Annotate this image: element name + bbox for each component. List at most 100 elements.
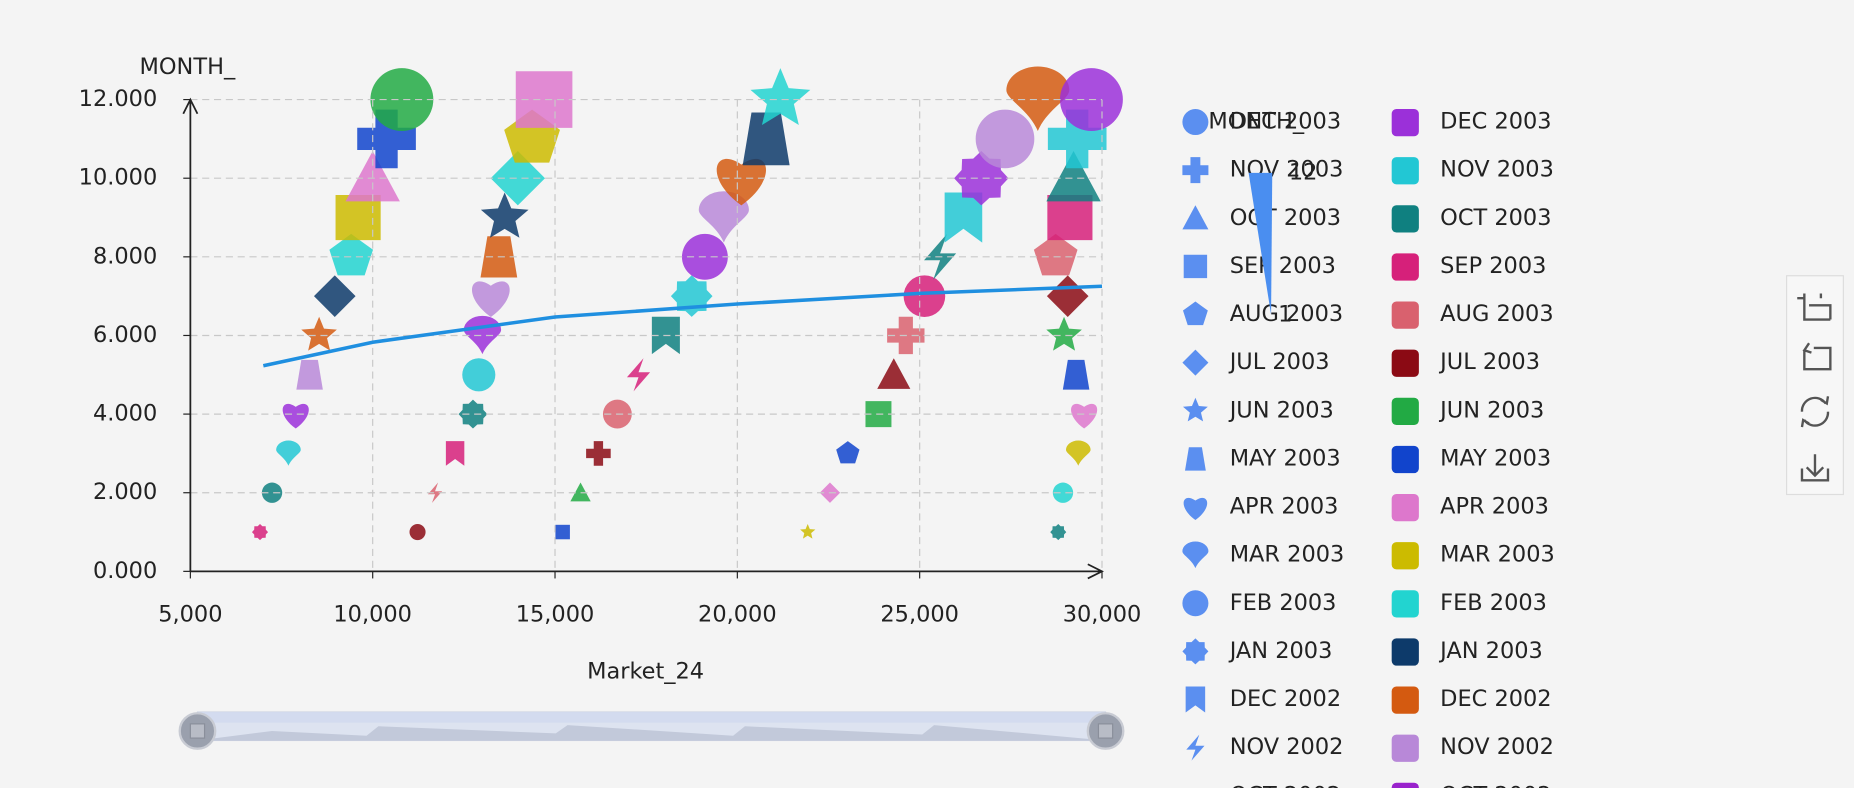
legend-symbol [1183,497,1208,521]
legend-item[interactable]: JUN 2003 [1182,397,1334,423]
legend-item[interactable]: JUN 2003 [1391,397,1545,425]
legend-label: MAY 2003 [1440,445,1551,471]
legend-item[interactable]: DEC 2003 [1391,109,1552,137]
plot [251,66,1123,541]
download-tool[interactable] [1800,454,1830,482]
legend-label: OCT 2002 [1230,782,1341,788]
legend-item[interactable]: JAN 2003 [1182,638,1332,665]
legend-label: OCT 2003 [1440,205,1551,231]
x-tick-label: 20,000 [698,602,777,628]
scatter-point [836,441,860,464]
legend-item[interactable]: MAY 2003 [1184,445,1341,471]
scatter-point [458,399,488,429]
zoom-bar[interactable] [197,712,1106,723]
scatter-point [445,441,465,466]
legend-item[interactable]: JUL 2003 [1391,349,1540,377]
scatter-point [276,440,301,466]
y-tick-label: 10.000 [79,165,158,191]
legend-item[interactable]: JAN 2003 [1391,638,1543,666]
scatter-point [427,482,443,503]
legend-item[interactable]: SEP 2003 [1391,253,1547,281]
legend-label: SEP 2003 [1230,253,1336,279]
legend-symbol [1185,686,1206,713]
scatter-point [1052,482,1074,503]
legend-item[interactable]: APR 2003 [1183,494,1339,521]
legend-item[interactable]: NOV 2002 [1186,734,1343,761]
restore-tool[interactable] [1802,342,1832,371]
zoom-tool[interactable] [1797,293,1832,321]
visual-map-min: 1 [1278,301,1292,327]
legend-symbol [1182,590,1209,617]
legend-item[interactable]: DEC 2003 [1182,109,1341,136]
scatter-point [490,151,546,206]
scatter-point [1046,151,1101,202]
legend-label: DEC 2002 [1230,686,1341,712]
legend-item[interactable]: AUG 2003 [1182,301,1343,327]
visual-map-max: 12 [1289,159,1318,185]
legend-label: APR 2003 [1440,494,1549,520]
legend-symbol [1182,301,1208,326]
legend-item[interactable]: FEB 2003 [1391,590,1547,618]
refresh-tool[interactable] [1800,396,1830,428]
data-zoom[interactable] [178,711,1125,750]
legend-item[interactable]: AUG 2003 [1391,301,1554,329]
x-tick-label: 5,000 [158,602,222,628]
y-tick-label: 0.000 [93,558,157,584]
zoom-handle-icon [189,723,206,739]
legend-swatch [1391,349,1419,377]
scatter-point [1065,440,1091,466]
scatter-point [261,482,283,503]
legend-label: DEC 2003 [1230,109,1341,135]
scatter-point [329,233,374,276]
scatter-point [480,192,529,238]
legend-label: AUG 2003 [1440,301,1553,327]
x-tick-label: 30,000 [1063,602,1142,628]
legend-item[interactable]: DEC 2002 [1185,686,1341,713]
x-tick-label: 10,000 [333,602,412,628]
scatter-point [698,191,749,243]
legend-label: JUN 2003 [1228,397,1334,423]
legend-item[interactable]: MAR 2003 [1391,542,1555,570]
legend-item[interactable]: MAR 2003 [1182,541,1344,569]
scatter-point [670,275,713,317]
legend-item[interactable]: FEB 2003 [1182,590,1336,617]
y-tick-label: 8.000 [93,243,157,269]
scatter-point [800,523,816,539]
y-tick-label: 4.000 [93,401,157,427]
legend-label: SEP 2003 [1440,253,1546,279]
legend-label: NOV 2002 [1440,734,1554,760]
scatter-point [1047,109,1107,169]
legend-symbol [1182,349,1209,376]
legend-item[interactable]: OCT 2003 [1391,205,1552,233]
legend-label: DEC 2003 [1440,109,1551,135]
legend-label: FEB 2003 [1440,590,1547,616]
scatter-point [471,281,510,317]
toolbox [1786,275,1844,496]
legend-symbol [1182,638,1209,665]
scatter-point [1046,316,1082,351]
legend-item[interactable]: NOV 2003 [1182,157,1343,184]
scatter-point [1006,66,1070,132]
legend-item[interactable]: NOV 2002 [1391,734,1554,762]
scatter-point [555,524,570,540]
legend-swatch [1391,301,1419,329]
legend-item[interactable]: SEP 2003 [1183,253,1336,279]
legend-item[interactable]: DEC 2002 [1391,686,1552,714]
legend-item[interactable]: NOV 2003 [1391,157,1554,185]
scatter-point [301,316,337,351]
legend-swatch [1391,205,1419,233]
legend-symbol [1183,254,1208,279]
scatter-point [1033,233,1078,276]
legend-symbol [1182,205,1209,230]
y-tick-label: 6.000 [93,322,157,348]
legend-item[interactable]: JUL 2003 [1182,349,1330,376]
legend-item[interactable]: MAY 2003 [1391,445,1551,474]
legend-item[interactable]: APR 2003 [1391,494,1549,522]
legend-item[interactable]: OCT 2002 [1184,782,1341,788]
scatter-point [515,71,573,128]
legend-label: JAN 2003 [1228,638,1333,664]
legend-item[interactable]: OCT 2003 [1182,205,1341,231]
legend-item[interactable]: OCT 2002 [1391,782,1552,788]
legend-symbol [1186,734,1205,761]
